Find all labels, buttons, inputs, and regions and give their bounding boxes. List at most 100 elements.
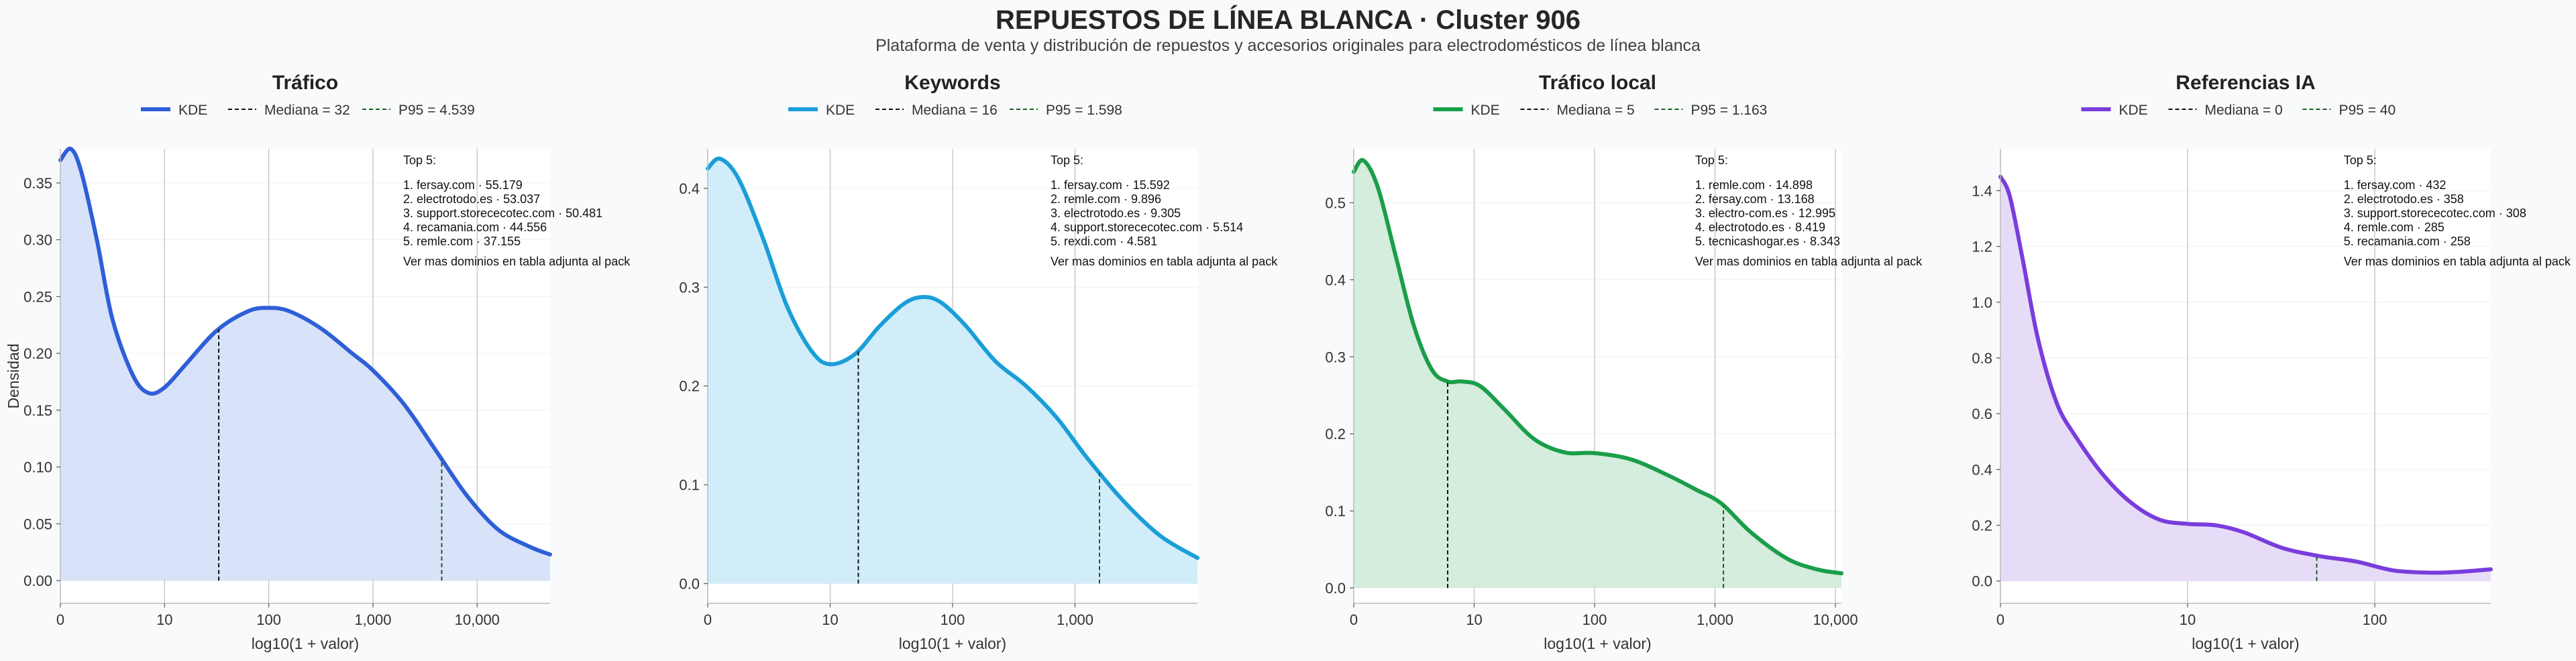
- kde-area: [708, 158, 1197, 584]
- legend-p95-label: P95 = 1.163: [1691, 103, 1768, 118]
- kde-area: [2000, 176, 2491, 581]
- top5-item: 5. recamania.com · 258: [2344, 235, 2471, 248]
- y-tick-label: 1.0: [1972, 294, 1992, 311]
- y-tick-label: 0.30: [23, 232, 52, 249]
- y-tick-label: 0.3: [1325, 349, 1346, 365]
- x-tick-label: 10: [156, 611, 172, 628]
- y-tick-label: 0.8: [1972, 350, 1992, 367]
- y-tick-label: 0.4: [1325, 272, 1346, 288]
- x-tick-label: 100: [256, 611, 281, 628]
- x-tick-label: 100: [941, 611, 965, 628]
- y-tick-label: 0.4: [679, 180, 700, 197]
- top5-heading: Top 5:: [2344, 154, 2377, 167]
- y-tick-label: 0.4: [1972, 461, 1992, 478]
- legend: KDE Mediana = 32 P95 = 4.539: [141, 103, 475, 118]
- x-tick-label: 1,000: [1697, 611, 1733, 628]
- top5-item: 3. electrotodo.es · 9.305: [1051, 206, 1181, 220]
- legend: KDE Mediana = 5 P95 = 1.163: [1433, 103, 1768, 118]
- top5-item: 1. fersay.com · 432: [2344, 178, 2447, 192]
- legend-kde-label: KDE: [826, 103, 855, 118]
- kde-line: [58, 146, 552, 557]
- x-tick-label: 10,000: [455, 611, 500, 628]
- y-tick-label: 0.0: [1972, 573, 1992, 590]
- chart-4: 0.0 0.2 0.4 0.6 0.8 1.0 1.2 1.4 0 10 100 log10(1 + …: [1972, 72, 2571, 652]
- x-tick-label: 10: [2180, 611, 2196, 628]
- kde-line: [1998, 174, 2493, 575]
- x-axis-label: log10(1 + valor): [899, 635, 1006, 652]
- top5-heading: Top 5:: [1051, 154, 1083, 167]
- top5-heading: Top 5:: [403, 154, 436, 167]
- y-tick-label: 0.25: [23, 288, 52, 305]
- top5-item: 1. fersay.com · 15.592: [1051, 178, 1170, 192]
- x-tick-label: 10: [822, 611, 838, 628]
- legend-median-label: Mediana = 32: [264, 103, 350, 118]
- page-subtitle: Plataforma de venta y distribución de re…: [875, 36, 1701, 55]
- y-tick-label: 0.3: [679, 279, 700, 296]
- x-tick-label: 10: [1466, 611, 1482, 628]
- y-tick-label: 0.20: [23, 345, 52, 362]
- legend-p95-label: P95 = 1.598: [1046, 103, 1122, 118]
- chart-title: Tráfico: [272, 72, 338, 94]
- y-tick-label: 0.0: [1325, 580, 1346, 597]
- top5-item: 5. remle.com · 37.155: [403, 235, 521, 248]
- y-axis-label: Densidad: [5, 343, 22, 408]
- y-tick-label: 1.4: [1972, 182, 1992, 199]
- x-axis-label: log10(1 + valor): [1544, 635, 1651, 652]
- x-tick-label: 1,000: [1057, 611, 1093, 628]
- x-tick-label: 0: [1996, 611, 2004, 628]
- kde-line: [1352, 158, 1843, 576]
- top5-footer: Ver mas dominios en tabla adjunta al pac…: [403, 255, 631, 268]
- x-tick-label: 10,000: [1813, 611, 1858, 628]
- legend-kde-label: KDE: [2119, 103, 2148, 118]
- y-tick-label: 0.05: [23, 516, 52, 532]
- top5-item: 3. electro-com.es · 12.995: [1695, 206, 1835, 220]
- x-tick-label: 100: [1582, 611, 1607, 628]
- x-tick-label: 0: [704, 611, 712, 628]
- legend: KDE Mediana = 16 P95 = 1.598: [788, 103, 1122, 118]
- chart-title: Tráfico local: [1539, 72, 1656, 94]
- y-tick-label: 0.00: [23, 573, 52, 589]
- top5-item: 2. electrotodo.es · 358: [2344, 192, 2464, 206]
- top5-item: 1. remle.com · 14.898: [1695, 178, 1813, 192]
- legend: KDE Mediana = 0 P95 = 40: [2081, 103, 2396, 118]
- page-title: REPUESTOS DE LÍNEA BLANCA · Cluster 906: [995, 5, 1580, 35]
- x-axis-label: log10(1 + valor): [252, 635, 359, 652]
- y-tick-label: 1.2: [1972, 239, 1992, 255]
- x-tick-label: 0: [56, 611, 64, 628]
- x-tick-label: 0: [1350, 611, 1358, 628]
- top5-footer: Ver mas dominios en tabla adjunta al pac…: [1695, 255, 1923, 268]
- legend-p95-label: P95 = 4.539: [398, 103, 475, 118]
- top5-item: 2. fersay.com · 13.168: [1695, 192, 1815, 206]
- y-tick-label: 0.5: [1325, 194, 1346, 211]
- x-axis-label: log10(1 + valor): [2192, 635, 2299, 652]
- top5-item: 4. remle.com · 285: [2344, 221, 2445, 234]
- chart-2: 0.0 0.1 0.2 0.3 0.4 0 10 100 1,000 log10(1 + valo…: [679, 72, 1278, 652]
- y-tick-label: 0.2: [1972, 518, 1992, 534]
- legend-kde-label: KDE: [178, 103, 207, 118]
- legend-kde-label: KDE: [1471, 103, 1500, 118]
- chart-1: 0.00 0.05 0.10 0.15 0.20 0.25 0.30 0.35 0 10 100 1,…: [5, 72, 631, 652]
- y-tick-label: 0.35: [23, 175, 52, 192]
- y-tick-label: 0.2: [1325, 426, 1346, 442]
- top5-item: 1. fersay.com · 55.179: [403, 178, 523, 192]
- y-tick-label: 0.0: [679, 576, 700, 593]
- top5-footer: Ver mas dominios en tabla adjunta al pac…: [2344, 255, 2571, 268]
- top5-item: 3. support.storececotec.com · 50.481: [403, 206, 602, 220]
- top5-item: 4. electrotodo.es · 8.419: [1695, 221, 1825, 234]
- legend-median-label: Mediana = 16: [912, 103, 998, 118]
- chart-title: Referencias IA: [2176, 72, 2315, 94]
- chart-title: Keywords: [904, 72, 1000, 94]
- x-tick-label: 1,000: [354, 611, 391, 628]
- legend-median-label: Mediana = 0: [2205, 103, 2283, 118]
- kde-area: [60, 148, 550, 581]
- top5-item: 4. recamania.com · 44.556: [403, 221, 547, 234]
- top5-item: 2. remle.com · 9.896: [1051, 192, 1161, 206]
- kde-line: [706, 156, 1199, 560]
- top5-item: 3. support.storececotec.com · 308: [2344, 206, 2526, 220]
- top5-item: 4. support.storececotec.com · 5.514: [1051, 221, 1243, 234]
